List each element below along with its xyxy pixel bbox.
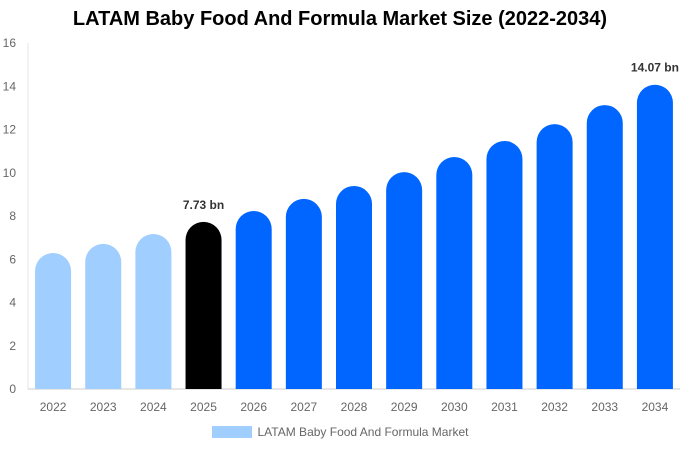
legend-label: LATAM Baby Food And Formula Market bbox=[257, 425, 469, 439]
bar-2034 bbox=[636, 84, 673, 389]
bar-2030 bbox=[436, 156, 473, 389]
bar-2023 bbox=[85, 243, 122, 389]
x-tick-label: 2025 bbox=[190, 400, 217, 414]
bar-2022 bbox=[35, 252, 72, 389]
bar-2024 bbox=[135, 233, 172, 389]
legend-swatch bbox=[211, 426, 252, 438]
bar-2029 bbox=[386, 172, 423, 389]
legend: LATAM Baby Food And Formula Market bbox=[0, 425, 680, 439]
x-tick-label: 2032 bbox=[541, 400, 568, 414]
x-tick-label: 2029 bbox=[391, 400, 418, 414]
y-tick-label: 16 bbox=[3, 36, 17, 50]
x-tick-label: 2031 bbox=[491, 400, 518, 414]
bar-2028 bbox=[336, 185, 372, 389]
y-tick-label: 4 bbox=[9, 296, 16, 310]
x-tick-label: 2022 bbox=[40, 400, 67, 414]
y-tick-label: 12 bbox=[3, 123, 17, 137]
bar-2026 bbox=[235, 211, 272, 389]
x-tick-label: 2026 bbox=[240, 400, 267, 414]
bar-2027 bbox=[285, 198, 322, 389]
bar-2031 bbox=[486, 140, 523, 389]
x-tick-label: 2023 bbox=[90, 400, 117, 414]
x-tick-label: 2030 bbox=[441, 400, 468, 414]
bar-2032 bbox=[536, 124, 573, 389]
x-tick-label: 2027 bbox=[290, 400, 317, 414]
data-label-2034: 14.07 bn bbox=[631, 61, 679, 75]
x-tick-label: 2028 bbox=[341, 400, 368, 414]
x-tick-label: 2024 bbox=[140, 400, 167, 414]
bar-2025 bbox=[185, 221, 222, 389]
chart-title: LATAM Baby Food And Formula Market Size … bbox=[72, 8, 608, 30]
y-tick-label: 2 bbox=[9, 339, 16, 353]
x-tick-label: 2033 bbox=[591, 400, 618, 414]
y-tick-label: 8 bbox=[9, 209, 16, 223]
bar-2033 bbox=[586, 105, 623, 389]
y-tick-label: 6 bbox=[9, 252, 16, 266]
x-tick-label: 2034 bbox=[642, 400, 669, 414]
y-tick-label: 10 bbox=[3, 166, 17, 180]
y-tick-label: 0 bbox=[9, 382, 16, 396]
data-label-2025: 7.73 bn bbox=[183, 198, 224, 212]
y-tick-label: 14 bbox=[3, 79, 17, 93]
